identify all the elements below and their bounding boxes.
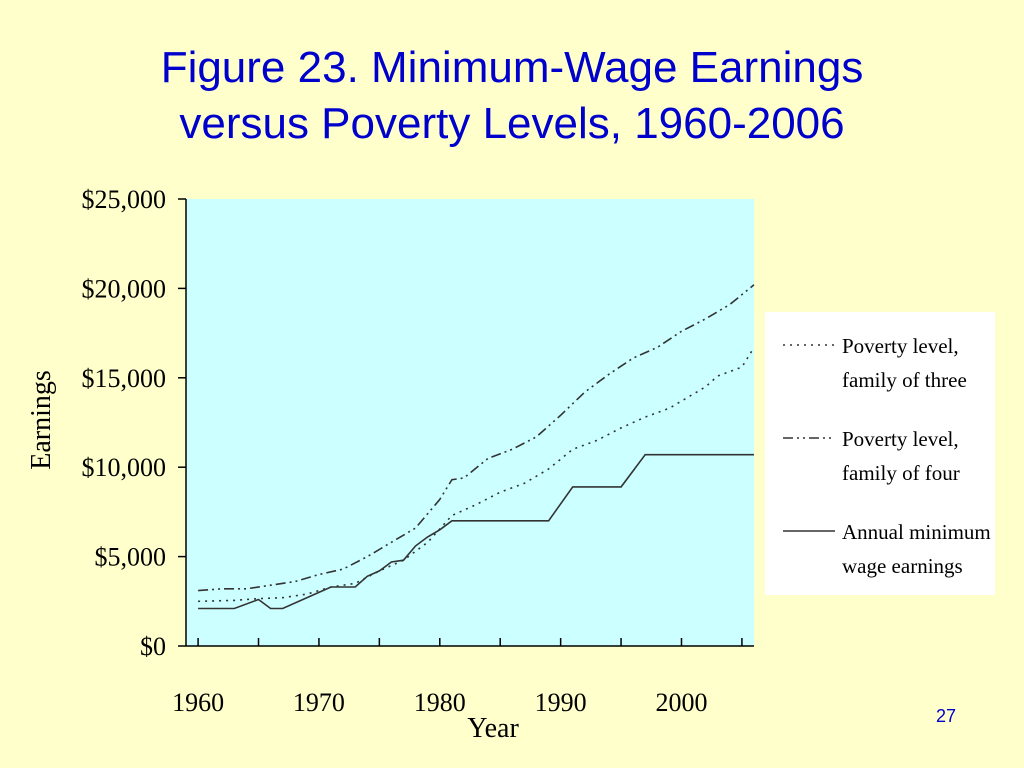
legend-items: Poverty level, family of three Poverty lev… xyxy=(783,334,991,578)
slide-title: Figure 23. Minimum-Wage Earnings versus … xyxy=(0,40,1024,152)
legend-label-1-line-2: family of three xyxy=(842,368,967,392)
legend-box xyxy=(765,312,995,595)
x-tick-label-2: 1980 xyxy=(414,688,466,717)
x-tick-label-4: 2000 xyxy=(655,688,707,717)
legend-label-1-line-1: Poverty level, xyxy=(842,334,959,358)
legend-label-2-line-2: family of four xyxy=(842,461,960,485)
plot-area xyxy=(186,199,754,646)
y-tick-label-4: $20,000 xyxy=(82,274,167,303)
y-tick-label-2: $10,000 xyxy=(82,453,167,482)
legend: Poverty level, family of three Poverty lev… xyxy=(765,312,995,595)
x-tick-label-1: 1970 xyxy=(293,688,345,717)
y-tick-label-0: $0 xyxy=(140,632,166,661)
tick-labels-layer: $0 $5,000 $10,000 $15,000 $20,000 $25,000 1960… xyxy=(82,185,708,717)
series-layer xyxy=(198,284,755,610)
y-axis-title: Earnings xyxy=(26,370,57,470)
axes-layer xyxy=(178,198,754,647)
page-number: 27 xyxy=(936,706,957,726)
y-tick-label-5: $25,000 xyxy=(82,185,167,214)
x-tick-label-3: 1990 xyxy=(535,688,587,717)
slide-title-line-2: versus Poverty Levels, 1960-2006 xyxy=(179,99,845,148)
legend-label-3-line-1: Annual minimum xyxy=(842,520,991,544)
series-line-3 xyxy=(198,453,754,610)
x-tick-label-0: 1960 xyxy=(172,688,224,717)
legend-label-2-line-1: Poverty level, xyxy=(842,427,959,451)
legend-label-3-line-2: wage earnings xyxy=(842,554,963,578)
y-tick-label-3: $15,000 xyxy=(82,364,167,393)
slide-title-line-1: Figure 23. Minimum-Wage Earnings xyxy=(160,43,864,92)
x-axis-title: Year xyxy=(467,713,519,744)
y-tick-label-1: $5,000 xyxy=(95,543,167,572)
